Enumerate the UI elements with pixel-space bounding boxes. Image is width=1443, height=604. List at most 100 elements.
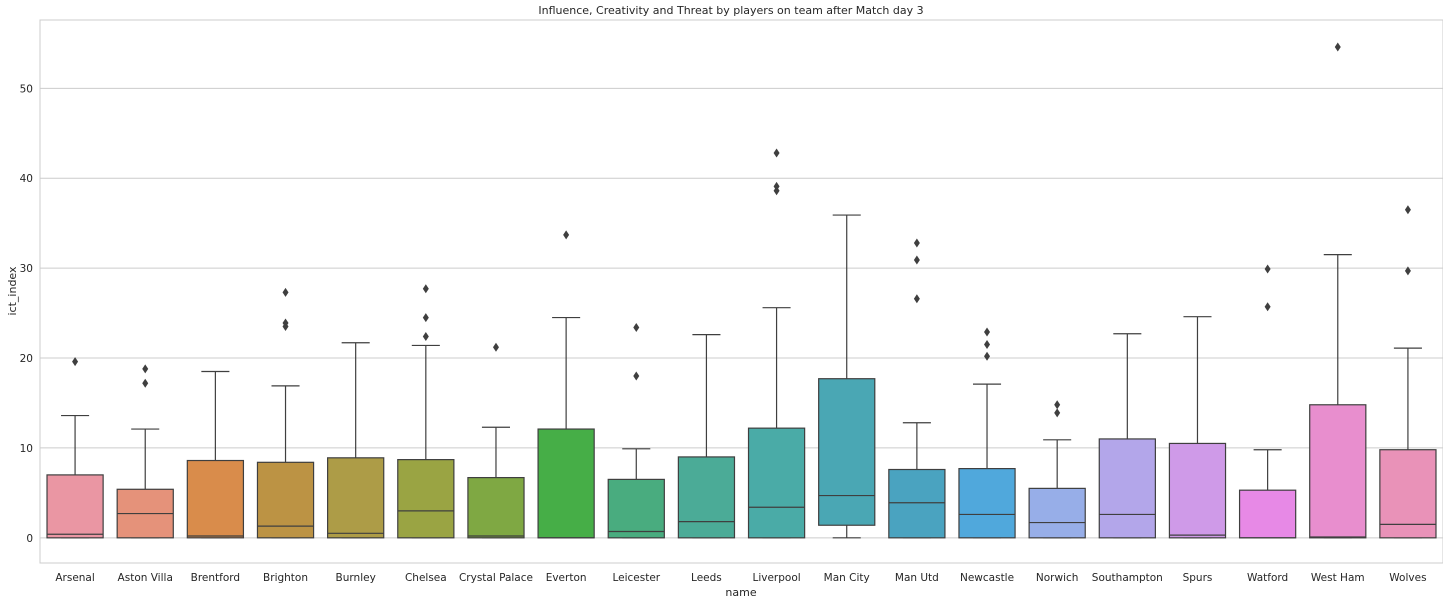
x-tick-label: West Ham — [1311, 572, 1365, 584]
outlier-point — [422, 313, 429, 323]
x-tick-label: Burnley — [336, 572, 376, 584]
x-tick-label: Man Utd — [895, 572, 939, 584]
y-tick-label: 0 — [26, 533, 33, 545]
x-tick-label: Everton — [546, 572, 587, 584]
outlier-point — [492, 342, 499, 352]
iqr-box — [958, 468, 1016, 539]
box-group — [1238, 264, 1297, 539]
box-group — [1028, 400, 1086, 539]
outlier-point — [1334, 42, 1341, 52]
box-group — [116, 364, 174, 539]
iqr-box — [1028, 487, 1086, 539]
outlier-point — [142, 378, 149, 388]
outlier-point — [633, 371, 640, 381]
x-tick-label: Norwich — [1036, 572, 1079, 584]
iqr-box — [467, 476, 525, 539]
iqr-box — [1238, 489, 1297, 539]
plot-frame — [39, 19, 1443, 564]
box-group — [1098, 333, 1156, 539]
outlier-point — [1264, 264, 1271, 274]
outlier-point — [984, 327, 991, 337]
iqr-box — [1379, 449, 1437, 539]
outlier-point — [913, 294, 920, 304]
x-tick-label: Southampton — [1092, 572, 1163, 584]
outlier-point — [984, 340, 991, 350]
outlier-point — [773, 181, 780, 191]
outlier-point — [1054, 400, 1061, 410]
outlier-point — [72, 357, 79, 367]
outlier-point — [773, 148, 780, 158]
box-group — [397, 284, 455, 539]
outlier-point — [1264, 302, 1271, 312]
box-group — [818, 214, 876, 539]
x-tick-label: Aston Villa — [118, 572, 173, 584]
x-tick-labels: Arsenal Aston Villa Brentford Brighton Burnl… — [55, 572, 1426, 584]
x-tick-label: Wolves — [1389, 572, 1426, 584]
chart-title: Influence, Creativity and Threat by play… — [538, 4, 923, 17]
box-group — [677, 334, 736, 539]
box-group — [467, 342, 525, 539]
outlier-point — [563, 230, 570, 240]
x-axis-label: name — [725, 586, 756, 599]
x-tick-label: Man City — [824, 572, 870, 584]
iqr-box — [677, 456, 736, 539]
grid-layer — [40, 87, 1443, 539]
box-group — [958, 327, 1016, 539]
iqr-box — [397, 459, 455, 539]
outlier-point — [1054, 408, 1061, 418]
x-tick-label: Newcastle — [960, 572, 1014, 584]
box-group — [747, 148, 806, 539]
x-tick-label: Brighton — [263, 572, 308, 584]
outlier-point — [142, 364, 149, 374]
y-tick-label: 30 — [20, 263, 33, 275]
iqr-box — [186, 459, 245, 539]
x-tick-label: Chelsea — [405, 572, 447, 584]
x-tick-label: Leicester — [612, 572, 660, 584]
outlier-point — [282, 318, 289, 328]
outlier-point — [282, 287, 289, 297]
x-tick-label: Spurs — [1183, 572, 1213, 584]
y-tick-label: 10 — [20, 443, 33, 455]
outlier-point — [1404, 266, 1411, 276]
outlier-point — [633, 322, 640, 332]
outlier-point — [984, 351, 991, 361]
box-group — [256, 287, 315, 539]
x-tick-label: Arsenal — [55, 572, 94, 584]
iqr-box — [537, 428, 595, 539]
iqr-box — [1098, 438, 1156, 539]
x-tick-label: Brentford — [191, 572, 240, 584]
box-group — [1168, 316, 1227, 539]
y-axis-label: ict_index — [6, 266, 19, 316]
box-group — [888, 238, 946, 539]
x-tick-label: Liverpool — [752, 572, 800, 584]
iqr-box — [256, 461, 315, 539]
x-tick-label: Crystal Palace — [459, 572, 533, 584]
outlier-point — [422, 331, 429, 341]
box-group — [1309, 42, 1367, 539]
x-tick-label: Watford — [1247, 572, 1288, 584]
box-group — [1379, 205, 1437, 539]
box-group — [537, 230, 595, 539]
iqr-box — [888, 468, 946, 539]
x-tick-label: Leeds — [691, 572, 722, 584]
y-tick-label: 20 — [20, 353, 33, 365]
iqr-box — [747, 427, 806, 539]
iqr-box — [818, 378, 876, 526]
outlier-point — [913, 255, 920, 265]
iqr-box — [607, 478, 665, 539]
iqr-box — [1309, 404, 1367, 539]
box-group — [46, 357, 104, 539]
outlier-point — [913, 238, 920, 248]
box-group — [327, 342, 385, 539]
y-tick-label: 50 — [20, 83, 33, 95]
box-group — [186, 370, 245, 539]
box-layer — [46, 42, 1437, 539]
outlier-point — [1404, 205, 1411, 215]
iqr-box — [327, 457, 385, 539]
iqr-box — [46, 474, 104, 539]
outlier-point — [422, 284, 429, 294]
iqr-box — [1168, 442, 1227, 539]
y-tick-label: 40 — [20, 173, 33, 185]
box-group — [607, 322, 665, 539]
